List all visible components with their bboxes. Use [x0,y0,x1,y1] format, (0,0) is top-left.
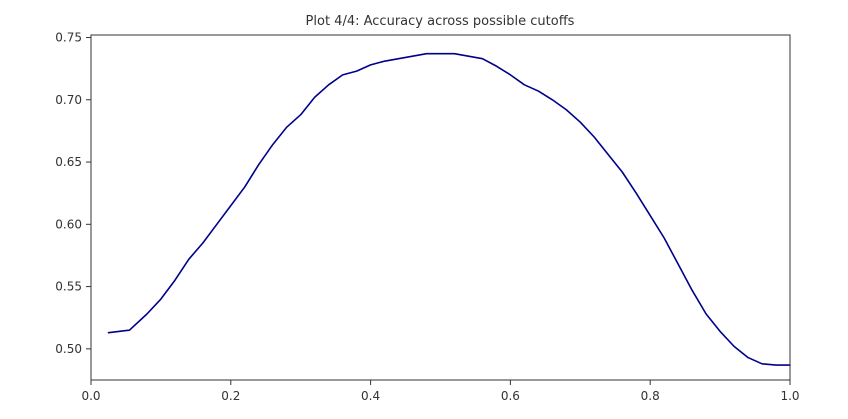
series-layer [107,52,791,366]
x-tick-label: 0.4 [361,389,380,403]
x-axis: 0.0 0.2 0.4 0.6 0.8 1.0 [81,380,800,403]
x-tick-label: 0.8 [641,389,660,403]
y-tick-label: 0.75 [55,30,82,44]
x-tick-label: 1.0 [780,389,799,403]
y-tick-label: 0.60 [55,217,82,231]
y-tick-label: 0.50 [55,342,82,356]
x-tick-label: 0.6 [501,389,520,403]
y-tick-label: 0.70 [55,93,82,107]
y-axis: 0.50 0.55 0.60 0.65 0.70 0.75 [55,30,91,356]
accuracy-series-line [107,52,791,366]
x-tick-label: 0.2 [221,389,240,403]
y-tick-label: 0.55 [55,280,82,294]
chart-title: Plot 4/4: Accuracy across possible cutof… [306,14,575,29]
x-tick-label: 0.0 [81,389,100,403]
y-tick-label: 0.65 [55,155,82,169]
plot-area-frame [90,34,791,381]
